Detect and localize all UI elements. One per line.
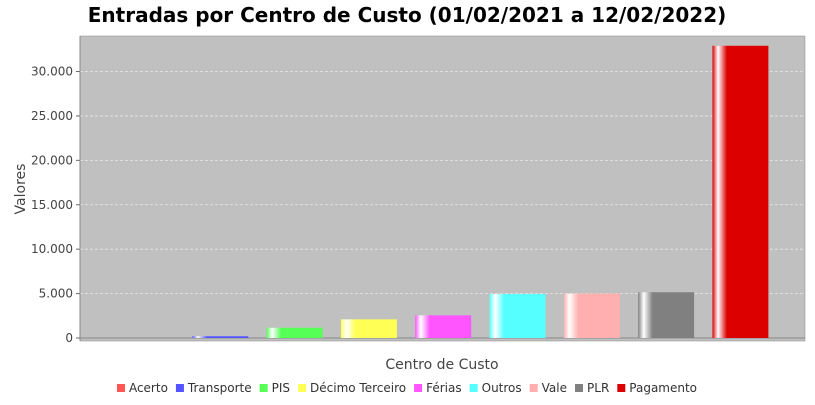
y-tick-label: 5.000: [39, 287, 73, 301]
bar-d-cimo-terceiro: [340, 319, 397, 338]
legend-swatch: [529, 384, 538, 392]
y-tick-label: 25.000: [31, 109, 73, 123]
y-tick-label: 10.000: [31, 242, 73, 256]
legend-label: PLR: [587, 381, 609, 395]
bar-pis: [266, 327, 323, 338]
bar-pagamento: [712, 45, 769, 338]
legend-label: Outros: [482, 381, 522, 395]
bar-f-rias: [415, 315, 472, 338]
legend-swatch: [259, 384, 268, 392]
legend-label: Transporte: [187, 381, 252, 395]
legend-label: Pagamento: [629, 381, 697, 395]
legend-swatch: [575, 384, 584, 392]
legend-swatch: [617, 384, 626, 392]
legend-label: Vale: [542, 381, 567, 395]
legend-swatch: [414, 384, 423, 392]
plot-area: [79, 35, 806, 342]
legend-swatch: [175, 384, 184, 392]
legend-label: PIS: [272, 381, 290, 395]
legend-label: Décimo Terceiro: [310, 381, 406, 395]
y-tick-label: 15.000: [31, 198, 73, 212]
grid-lines: [80, 71, 805, 294]
legend: Acerto Transporte PIS Décimo Terceiro Férias…: [116, 381, 697, 395]
x-axis-label: Centro de Custo: [385, 357, 498, 373]
bar-vale: [563, 293, 620, 338]
y-tick-label: 30.000: [31, 65, 73, 79]
y-tick-label: 20.000: [31, 153, 73, 167]
bar-plr: [638, 292, 695, 338]
legend-swatch: [469, 384, 478, 392]
legend-label: Acerto: [129, 381, 168, 395]
legend-swatch: [116, 384, 125, 392]
bar-outros: [489, 294, 546, 338]
chart-title: Entradas por Centro de Custo (01/02/2021…: [88, 3, 727, 27]
legend-label: Férias: [426, 381, 462, 395]
y-axis-label: Valores: [13, 164, 29, 215]
bars: [192, 45, 769, 338]
legend-swatch: [298, 384, 307, 392]
y-tick-label: 0: [65, 331, 73, 345]
bar-transporte: [192, 336, 249, 338]
